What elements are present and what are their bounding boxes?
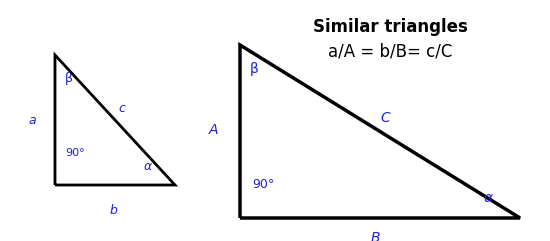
Text: 90°: 90° (65, 148, 85, 158)
Text: α: α (144, 161, 152, 174)
Text: α: α (483, 191, 493, 205)
Text: b: b (109, 203, 117, 216)
Text: 90°: 90° (252, 179, 274, 192)
Text: C: C (380, 111, 390, 125)
Text: a: a (28, 114, 36, 127)
Text: A: A (208, 123, 218, 137)
Text: B: B (370, 231, 380, 241)
Text: c: c (119, 101, 125, 114)
Text: β: β (65, 72, 73, 85)
Text: Similar triangles: Similar triangles (312, 18, 468, 36)
Text: a/A = b/B= c/C: a/A = b/B= c/C (328, 42, 452, 60)
Text: β: β (250, 62, 258, 76)
